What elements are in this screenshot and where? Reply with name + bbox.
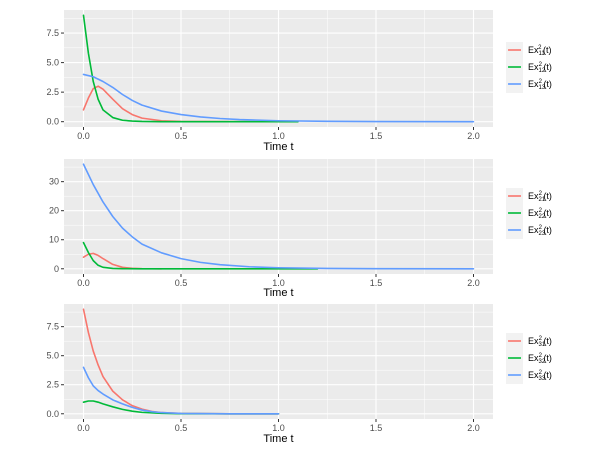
legend-label-11: Ex112 (t)	[528, 45, 551, 57]
y-tick-label: 10	[49, 235, 59, 245]
legend-label-12: Ex122 (t)	[528, 62, 552, 74]
x-tick-label: 0.5	[175, 423, 188, 433]
legend-label-13: Ex132 (t)	[528, 79, 552, 91]
x-axis-title: Time t	[263, 141, 293, 153]
y-tick-label: 5.0	[46, 58, 59, 68]
legend-label-32: Ex322 (t)	[528, 353, 552, 365]
x-tick-label: 1.0	[272, 423, 285, 433]
x-tick-label: 0.0	[77, 131, 90, 141]
x-tick-label: 1.5	[370, 131, 383, 141]
y-tick-label: 2.5	[46, 380, 59, 390]
x-tick-label: 0.5	[175, 131, 188, 141]
x-axis-title: Time t	[263, 433, 293, 445]
legend-label-31: Ex312 (t)	[528, 336, 552, 348]
legend: Ex112 (t) Ex122 (t) Ex132 (t)	[506, 42, 552, 93]
y-tick-label: 0.0	[46, 409, 59, 419]
x-tick-label: 2.0	[467, 423, 480, 433]
y-tick-label: 0	[54, 264, 59, 274]
series-line-33	[82, 366, 280, 415]
x-tick-label: 1.0	[272, 131, 285, 141]
legend-label-21: Ex212 (t)	[528, 191, 552, 203]
x-tick-label: 1.0	[272, 278, 285, 288]
x-tick-label: 0.5	[175, 278, 188, 288]
legend: Ex312 (t) Ex322 (t) Ex332 (t)	[506, 333, 552, 384]
y-tick-label: 30	[49, 177, 59, 187]
series-line-22	[82, 241, 319, 270]
series-line-13	[82, 73, 475, 123]
y-tick-label: 20	[49, 206, 59, 216]
x-tick-label: 1.5	[370, 278, 383, 288]
x-axis-title: Time t	[263, 287, 293, 299]
x-tick-label: 0.0	[77, 278, 90, 288]
x-tick-label: 2.0	[467, 131, 480, 141]
series-line-12	[82, 14, 299, 123]
x-tick-label: 2.0	[467, 278, 480, 288]
chart-panel-1: 0.0 0.5 1.0 1.5 2.0 0.0 2.5 5.0 7.5 Time t Ex112 (t…	[46, 10, 552, 153]
y-tick-label: 5.0	[46, 351, 59, 361]
y-tick-label: 7.5	[46, 28, 59, 38]
chart-panel-2: 0.0 0.5 1.0 1.5 2.0 0 10 20 30 Time t Ex212 (t) Ex22…	[49, 159, 552, 299]
chart-panel-3: 0.0 0.5 1.0 1.5 2.0 0.0 2.5 5.0 7.5 Time t Ex312 (t…	[46, 304, 552, 445]
y-tick-label: 0.0	[46, 117, 59, 127]
legend-label-22: Ex222 (t)	[528, 208, 552, 220]
x-tick-label: 0.0	[77, 423, 90, 433]
y-tick-label: 2.5	[46, 87, 59, 97]
y-tick-label: 7.5	[46, 322, 59, 332]
series-line-23	[82, 163, 475, 270]
x-tick-label: 1.5	[370, 423, 383, 433]
legend-label-33: Ex332 (t)	[528, 370, 552, 382]
legend: Ex212 (t) Ex222 (t) Ex232 (t)	[506, 188, 552, 239]
legend-label-23: Ex232 (t)	[528, 225, 552, 237]
